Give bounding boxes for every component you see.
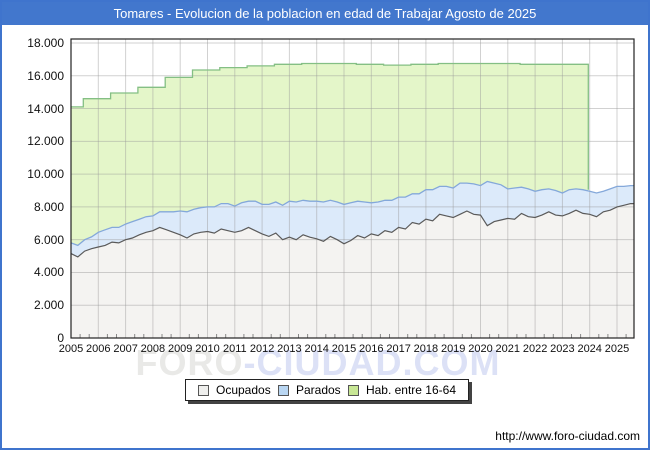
- legend-item-ocupados: Ocupados: [198, 383, 271, 397]
- x-tick-label: 2016: [359, 343, 384, 355]
- x-tick-label: 2006: [86, 343, 111, 355]
- legend-item-hab: Hab. entre 16-64: [347, 383, 456, 397]
- x-tick-label: 2005: [58, 343, 84, 355]
- y-tick-label: 6.000: [33, 232, 64, 247]
- watermark-foro: FORO: [135, 342, 244, 383]
- y-tick-label: 0: [57, 331, 64, 345]
- y-tick-label: 16.000: [27, 68, 64, 83]
- parados-line: [70, 180, 634, 247]
- x-tick-label: 2018: [413, 343, 439, 355]
- x-tick-label: 2017: [386, 343, 411, 355]
- x-tick-label: 2007: [113, 343, 138, 355]
- legend-label-parados: Parados: [295, 383, 341, 397]
- legend-label-hab: Hab. entre 16-64: [365, 383, 456, 397]
- y-tick-label: 4.000: [33, 265, 64, 280]
- y-tick-label: 14.000: [27, 101, 64, 116]
- hab-16-64-swatch-icon: [347, 384, 359, 396]
- site-url: http://www.foro-ciudad.com: [495, 429, 640, 443]
- x-tick-label: 2011: [222, 343, 247, 355]
- y-tick-label: 12.000: [27, 134, 64, 149]
- x-tick-label: 2019: [440, 343, 466, 355]
- x-tick-label: 2014: [304, 343, 329, 355]
- y-tick-label: 2.000: [33, 298, 64, 313]
- ocupados-line: [70, 203, 634, 258]
- x-tick-label: 2022: [522, 343, 548, 355]
- legend-item-parados: Parados: [277, 383, 341, 397]
- x-tick-label: 2008: [140, 343, 166, 355]
- x-tick-label: 2015: [331, 343, 357, 355]
- ocupados-area: [71, 203, 634, 338]
- plot-border: [70, 38, 635, 339]
- x-tick-label: 2012: [249, 343, 275, 355]
- y-tick-label: 8.000: [33, 199, 64, 214]
- hab-16-64-line: [71, 62, 589, 190]
- x-tick-label: 2024: [577, 343, 602, 355]
- x-tick-label: 2023: [550, 343, 575, 355]
- minor-ticks: [79, 334, 627, 338]
- legend: Ocupados Parados Hab. entre 16-64: [185, 379, 469, 401]
- y-tick-label: 10.000: [27, 167, 64, 182]
- x-tick-label: 2010: [195, 343, 220, 355]
- chart-title-bar: Tomares - Evolucion de la poblacion en e…: [2, 2, 648, 25]
- y-tick-label: 18.000: [27, 36, 64, 50]
- x-tick-label: 2025: [604, 343, 630, 355]
- watermark: FORO-CIUDAD.COM: [136, 342, 501, 384]
- parados-swatch-icon: [277, 384, 289, 396]
- watermark-ciudad: -CIUDAD.COM: [243, 342, 501, 383]
- x-tick-label: 2009: [167, 343, 193, 355]
- x-tick-label: 2020: [468, 343, 493, 355]
- ocupados-swatch-icon: [198, 384, 209, 396]
- legend-label-ocupados: Ocupados: [216, 383, 271, 397]
- x-tick-label: 2013: [277, 343, 302, 355]
- x-tick-label: 2021: [495, 343, 521, 355]
